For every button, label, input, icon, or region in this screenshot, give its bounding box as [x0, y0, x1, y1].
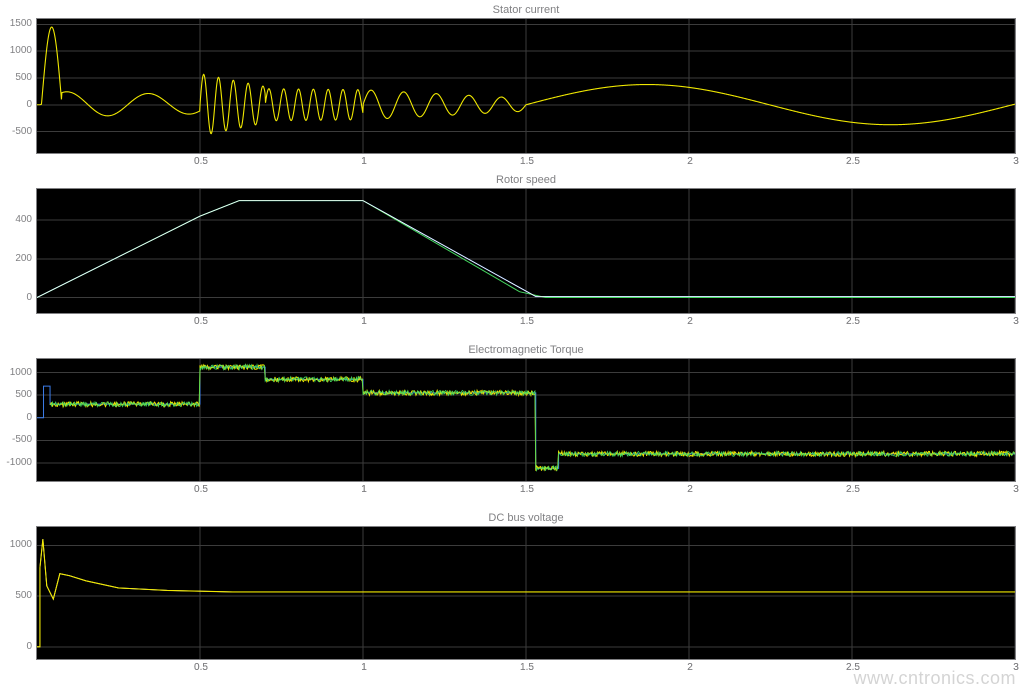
- stator_current-plot-area: 0.511.522.530.511.522.53: [36, 18, 1016, 154]
- ytick-label: 0: [2, 413, 32, 423]
- xtick-label: 1.5: [520, 157, 534, 167]
- xtick-label: 1.5: [520, 485, 534, 495]
- stator_current-svg: [37, 19, 1015, 153]
- xtick-label: 2: [687, 663, 693, 673]
- xtick-label: 0.5: [194, 157, 208, 167]
- ytick-label: 200: [2, 254, 32, 264]
- xtick-label: 2: [687, 485, 693, 495]
- xtick-label: 0.5: [194, 317, 208, 327]
- stator_current-chart: Stator current0.511.522.530.511.522.53: [36, 18, 1016, 154]
- ytick-label: 0: [2, 293, 32, 303]
- xtick-label: 2.5: [846, 485, 860, 495]
- xtick-label: 3: [1013, 157, 1019, 167]
- xtick-label: 1.5: [520, 663, 534, 673]
- ytick-label: 1000: [2, 46, 32, 56]
- xtick-label: 1: [361, 157, 367, 167]
- xtick-label: 1: [361, 663, 367, 673]
- ytick-label: 0: [2, 100, 32, 110]
- ytick-label: -1000: [2, 458, 32, 468]
- torque-svg: [37, 359, 1015, 481]
- torque-chart: Electromagnetic Torque0.511.522.530.511.…: [36, 358, 1016, 482]
- ytick-label: 1000: [2, 540, 32, 550]
- xtick-label: 0.5: [194, 485, 208, 495]
- torque-plot-area: 0.511.522.530.511.522.53: [36, 358, 1016, 482]
- ytick-label: 400: [2, 215, 32, 225]
- rotor_speed-plot-area: 0.511.522.530.511.522.53: [36, 188, 1016, 314]
- rotor_speed-title: Rotor speed: [36, 174, 1016, 186]
- xtick-label: 1: [361, 317, 367, 327]
- ytick-label: 1500: [2, 19, 32, 29]
- stator_current-title: Stator current: [36, 4, 1016, 16]
- dc_bus-svg: [37, 527, 1015, 659]
- xtick-label: 0.5: [194, 663, 208, 673]
- ytick-label: 500: [2, 591, 32, 601]
- dc_bus-chart: DC bus voltage0.511.522.530.511.522.53: [36, 526, 1016, 660]
- rotor_speed-svg: [37, 189, 1015, 313]
- torque-title: Electromagnetic Torque: [36, 344, 1016, 356]
- dc_bus-title: DC bus voltage: [36, 512, 1016, 524]
- ytick-label: 1000: [2, 368, 32, 378]
- xtick-label: 2.5: [846, 157, 860, 167]
- xtick-label: 1: [361, 485, 367, 495]
- xtick-label: 2: [687, 157, 693, 167]
- watermark-text: www.cntronics.com: [853, 668, 1016, 689]
- xtick-label: 2.5: [846, 317, 860, 327]
- ytick-label: -500: [2, 435, 32, 445]
- xtick-label: 3: [1013, 485, 1019, 495]
- dc_bus-plot-area: 0.511.522.530.511.522.53: [36, 526, 1016, 660]
- xtick-label: 1.5: [520, 317, 534, 327]
- ytick-label: 0: [2, 642, 32, 652]
- rotor_speed-chart: Rotor speed0.511.522.530.511.522.53: [36, 188, 1016, 314]
- xtick-label: 3: [1013, 317, 1019, 327]
- ytick-label: 500: [2, 73, 32, 83]
- ytick-label: 500: [2, 390, 32, 400]
- xtick-label: 2: [687, 317, 693, 327]
- ytick-label: -500: [2, 127, 32, 137]
